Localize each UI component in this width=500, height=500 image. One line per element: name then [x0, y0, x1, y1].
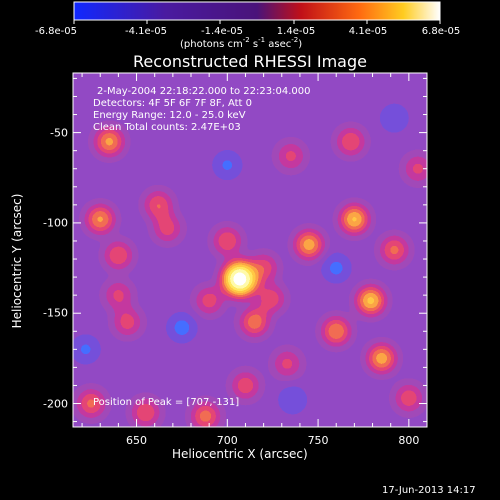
heatmap-source	[395, 385, 422, 412]
heatmap-source	[296, 231, 322, 258]
heatmap-negative	[168, 314, 195, 341]
colorbar-tick-label: 6.8e-05	[421, 26, 461, 37]
colorbar-tick-label: -4.1e-05	[125, 26, 167, 37]
heatmap-source	[323, 318, 350, 345]
heatmap-negative	[381, 105, 408, 132]
heatmap-source	[114, 309, 141, 336]
y-tick-label: -150	[43, 306, 68, 320]
x-tick-label: 750	[307, 434, 329, 447]
heatmap-negative	[73, 336, 99, 363]
colorbar-tick-label: 4.1e-05	[348, 26, 388, 37]
heatmap-source	[357, 287, 384, 314]
heatmap-source	[250, 255, 277, 282]
x-tick-label: 700	[216, 434, 238, 447]
plot-frame	[72, 72, 428, 428]
plot-axes	[73, 73, 428, 427]
colorbar-tick-marks	[73, 20, 441, 24]
date-stamp: 17-Jun-2013 14:17	[382, 485, 476, 496]
heatmap-source	[368, 345, 395, 372]
heatmap-negative	[323, 255, 350, 282]
heatmap-source	[105, 282, 132, 309]
colorbar-units: (photons cm-2 s-1 asec-2)	[180, 36, 303, 50]
heatmap-negative	[279, 386, 306, 413]
colorbar-tick-label: -1.4e-05	[201, 26, 243, 37]
y-tick-label: -100	[43, 216, 68, 230]
heatmap-source	[232, 372, 259, 399]
heatmap-source	[78, 390, 105, 417]
annotation-energy-range: Energy Range: 12.0 - 25.0 keV	[93, 110, 246, 121]
heatmap-background	[73, 73, 427, 427]
annotation-peak-position: Position of Peak = [707,-131]	[93, 397, 240, 408]
heatmap-source	[381, 237, 408, 263]
heatmap-source	[337, 128, 364, 155]
annotation-detectors: Detectors: 4F 5F 6F 7F 8F, Att 0	[93, 98, 253, 109]
heatmap-source	[105, 242, 132, 269]
heatmap-source	[274, 350, 301, 377]
heatmap-source	[241, 309, 268, 336]
y-tick-label: -200	[43, 397, 68, 411]
heatmap-source	[87, 206, 114, 233]
heatmap-source	[145, 191, 172, 218]
heatmap-source	[154, 215, 181, 242]
annotation-clean-counts: Clean Total counts: 2.47E+03	[93, 122, 241, 133]
heatmap-source	[277, 143, 304, 170]
heatmap-source	[196, 287, 223, 314]
heatmap-source	[404, 155, 427, 182]
heatmap-image	[73, 73, 427, 427]
colorbar-tick-label: -6.8e-05	[35, 26, 77, 37]
heatmap-negative	[214, 152, 241, 179]
x-tick-label: 800	[398, 434, 420, 447]
x-tick-label: 650	[126, 434, 148, 447]
colorbar-tick-label: 1.4e-05	[276, 26, 316, 37]
annotation-time-range: 2-May-2004 22:18:22.000 to 22:23:04.000	[97, 86, 311, 97]
y-axis-label: Heliocentric Y (arcsec)	[10, 193, 24, 329]
heatmap-source	[132, 399, 159, 426]
heatmap-source	[192, 403, 219, 427]
colorbar-gradient	[73, 1, 441, 21]
heatmap-source	[214, 227, 241, 254]
x-axis-label: Heliocentric X (arcsec)	[172, 447, 308, 461]
heatmap-source	[341, 206, 368, 233]
y-tick-label: -50	[50, 126, 68, 140]
heatmap-source	[257, 285, 284, 312]
colorbar	[73, 1, 441, 24]
chart-title: Reconstructed RHESSI Image	[133, 52, 367, 71]
heatmap-source	[96, 128, 123, 155]
heatmap-main-peak	[223, 261, 258, 296]
